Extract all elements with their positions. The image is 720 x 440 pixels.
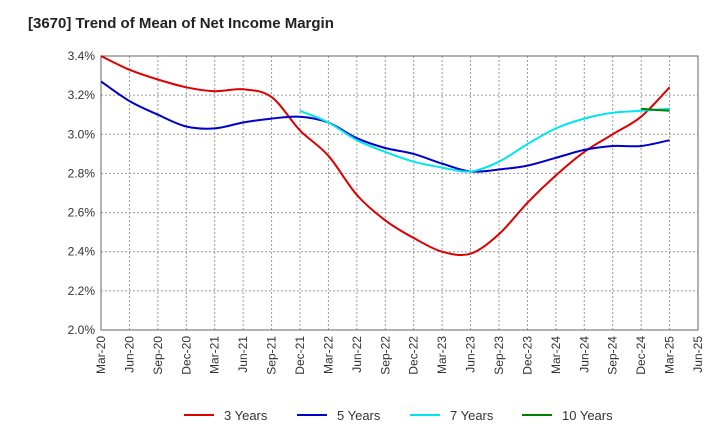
x-tick-label: Mar-23 — [435, 336, 449, 374]
x-tick-label: Mar-22 — [321, 336, 335, 374]
y-tick-label: 3.4% — [68, 49, 96, 63]
x-tick-label: Jun-21 — [236, 336, 250, 373]
legend-label: 10 Years — [562, 408, 613, 423]
x-tick-label: Sep-22 — [378, 336, 392, 375]
plot-area — [101, 56, 698, 330]
x-tick-label: Sep-24 — [606, 336, 620, 375]
y-tick-label: 3.2% — [68, 88, 96, 102]
legend-label: 5 Years — [337, 408, 381, 423]
x-tick-label: Mar-20 — [94, 336, 108, 374]
series-line-3-years — [100, 55, 671, 257]
x-tick-label: Jun-23 — [464, 336, 478, 373]
y-tick-label: 3.0% — [68, 127, 96, 141]
x-tick-label: Dec-23 — [520, 336, 534, 375]
x-tick-label: Mar-25 — [663, 336, 677, 374]
series-line-7-years — [299, 107, 670, 173]
y-tick-label: 2.6% — [68, 206, 96, 220]
x-tick-label: Dec-20 — [179, 336, 193, 375]
x-tick-label: Jun-22 — [350, 336, 364, 373]
plot-frame — [100, 55, 699, 331]
y-tick-label: 2.8% — [68, 166, 96, 180]
x-tick-label: Sep-20 — [151, 336, 165, 375]
legend-label: 3 Years — [224, 408, 268, 423]
x-tick-label: Dec-22 — [407, 336, 421, 375]
x-tick-label: Mar-21 — [208, 336, 222, 374]
x-tick-label: Sep-23 — [492, 336, 506, 375]
x-tick-label: Jun-20 — [122, 336, 136, 373]
x-tick-label: Dec-24 — [634, 336, 648, 375]
x-tick-label: Mar-24 — [549, 336, 563, 374]
series-line-10-years — [641, 107, 670, 112]
y-tick-label: 2.2% — [68, 284, 96, 298]
x-tick-label: Jun-24 — [577, 336, 591, 373]
x-tick-label: Sep-21 — [265, 336, 279, 375]
y-tick-label: 2.0% — [68, 323, 96, 337]
y-tick-label: 2.4% — [68, 245, 96, 259]
x-tick-label: Jun-25 — [691, 336, 705, 373]
chart-title: [3670] Trend of Mean of Net Income Margi… — [28, 15, 334, 32]
series-line-5-years — [100, 80, 670, 173]
legend-label: 7 Years — [450, 408, 494, 423]
x-tick-label: Dec-21 — [293, 336, 307, 375]
